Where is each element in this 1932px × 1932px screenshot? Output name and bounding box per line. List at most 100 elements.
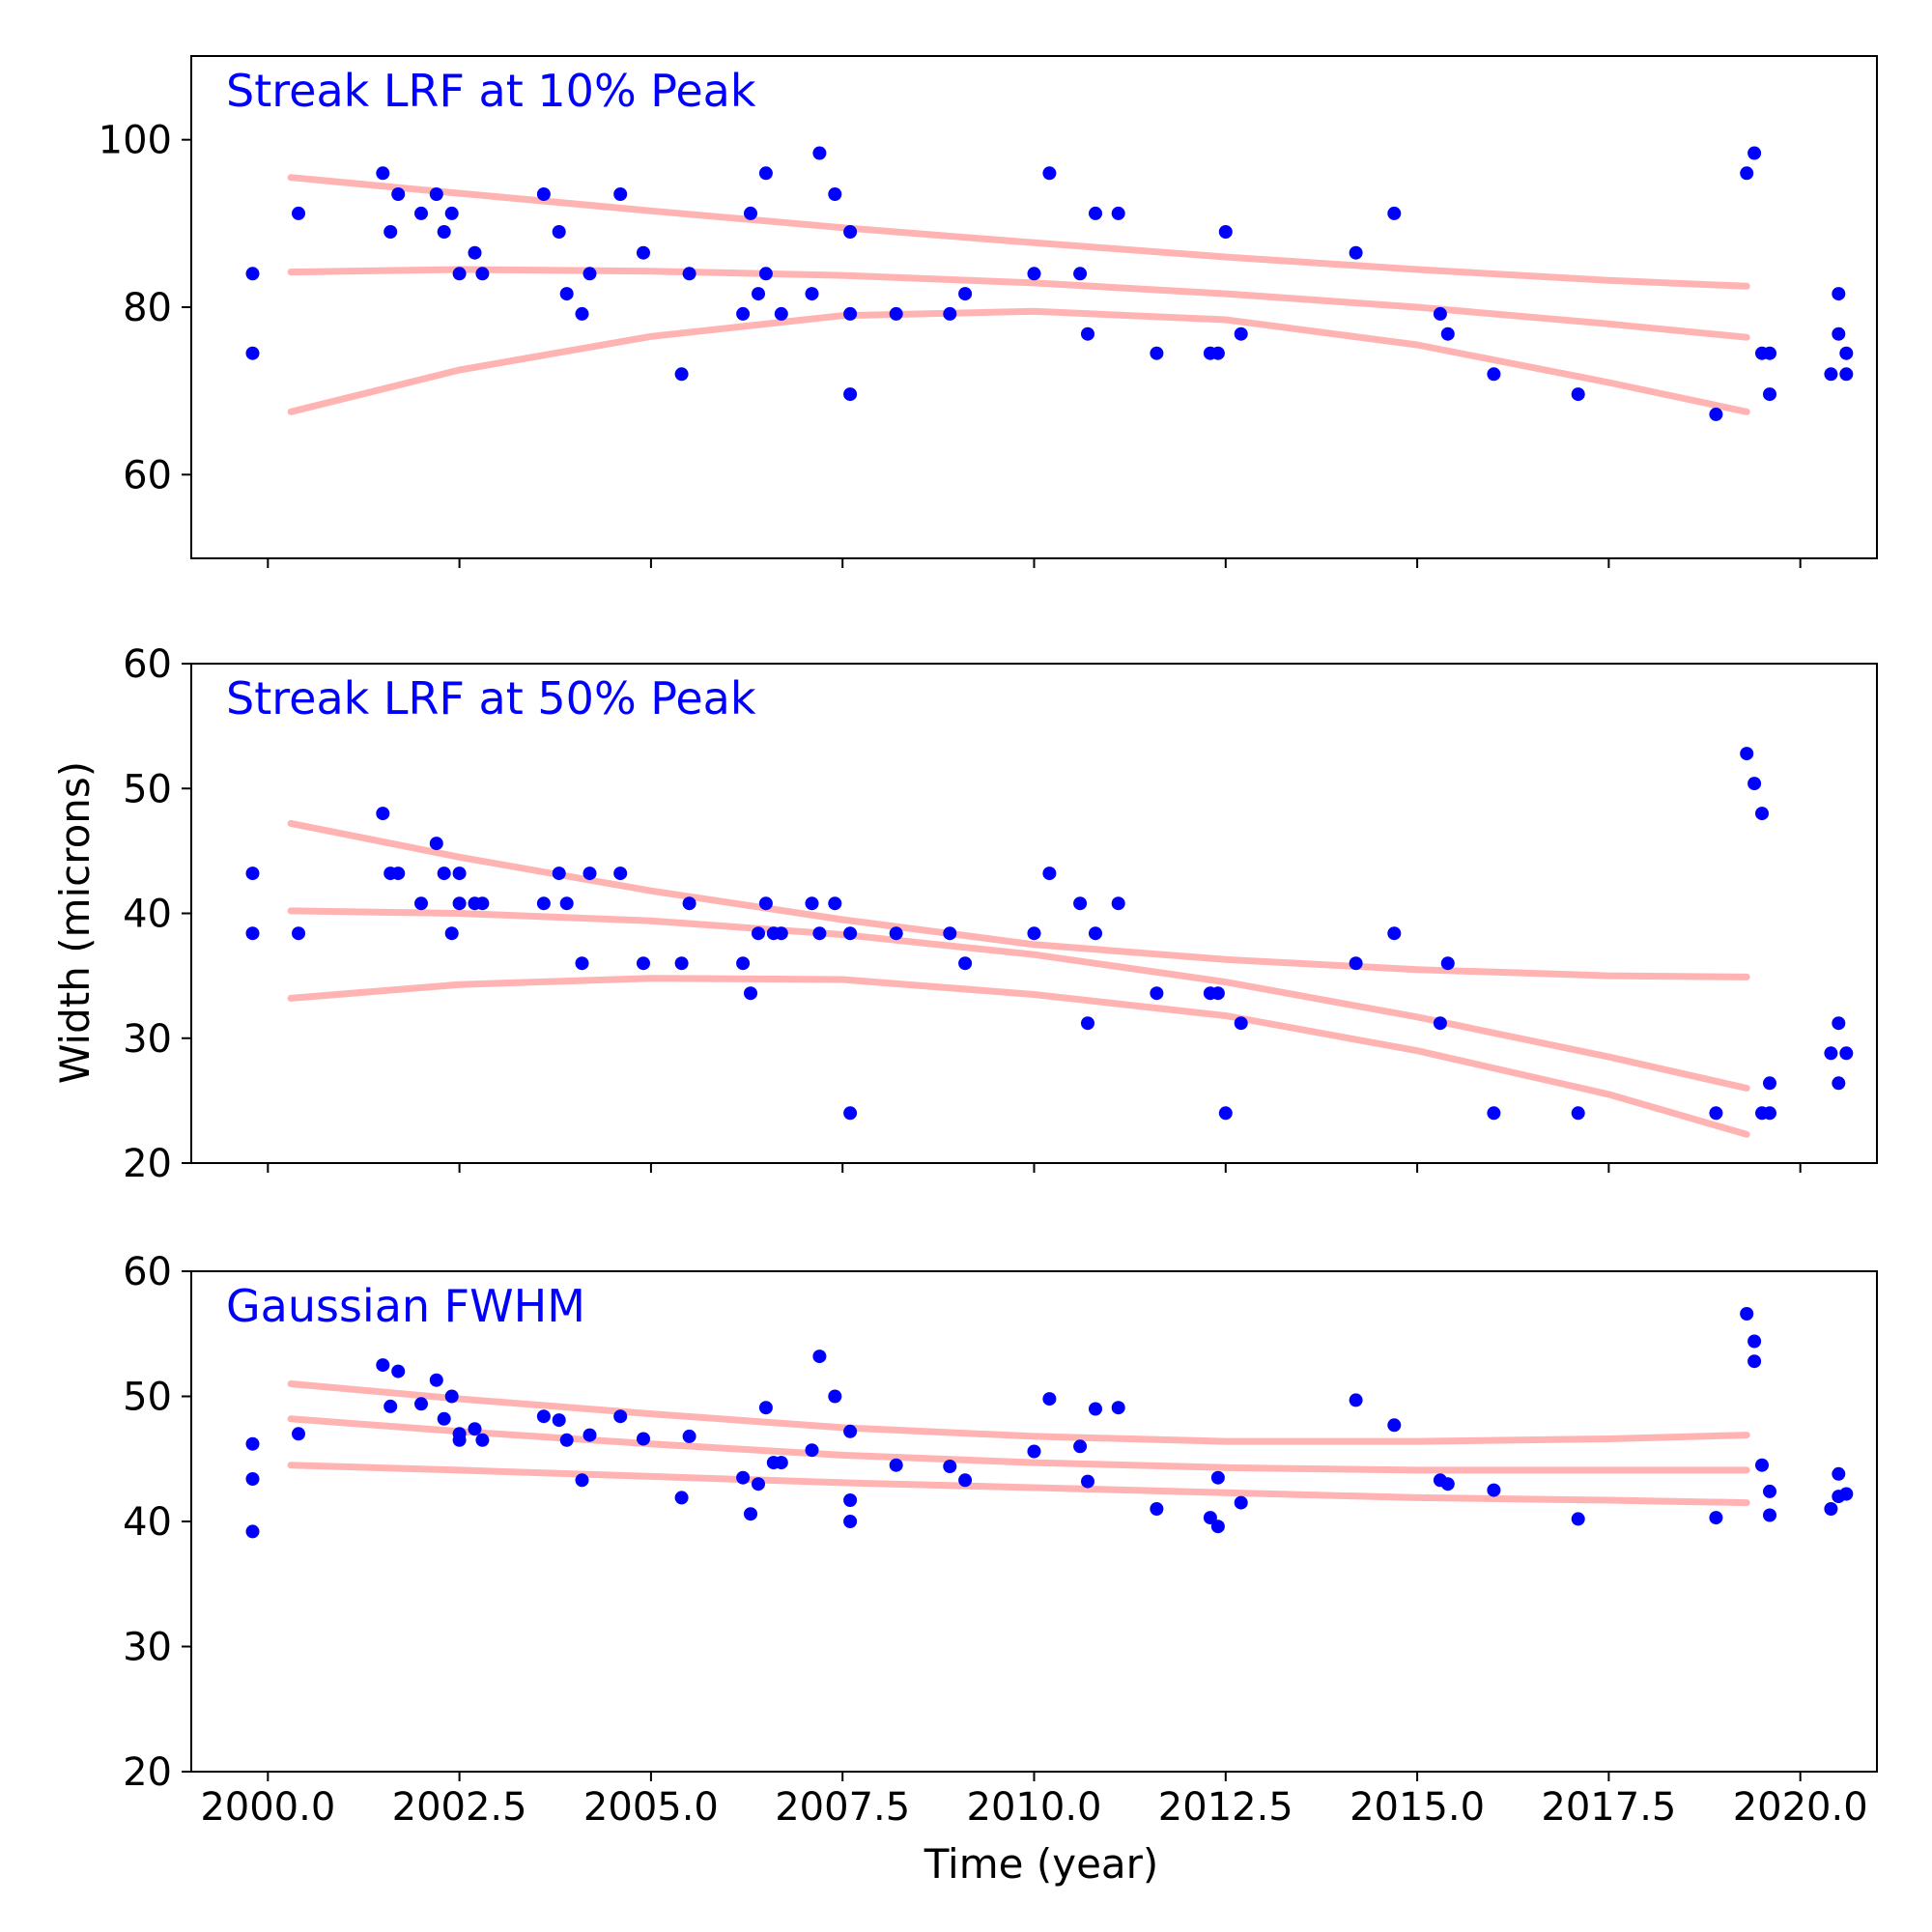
data-point bbox=[843, 225, 858, 239]
data-point bbox=[1440, 327, 1455, 341]
data-point bbox=[1832, 1016, 1846, 1031]
data-point bbox=[1150, 986, 1164, 1001]
data-point bbox=[774, 926, 788, 941]
fit-curve-3 bbox=[287, 307, 1750, 415]
panel-2: 20 30 40 50 60 Streak LRF at 50% Peak bbox=[123, 642, 1878, 1186]
data-point bbox=[1210, 346, 1225, 360]
y-tick-label: 40 bbox=[123, 1500, 172, 1545]
data-point bbox=[245, 267, 260, 281]
data-point bbox=[889, 926, 903, 941]
y-tick-label: 20 bbox=[123, 1750, 172, 1795]
data-point bbox=[943, 306, 957, 321]
data-point bbox=[812, 1350, 827, 1364]
data-point bbox=[1349, 956, 1363, 971]
data-point bbox=[1081, 327, 1094, 341]
data-point bbox=[682, 267, 696, 281]
data-point bbox=[1210, 1470, 1225, 1485]
data-point bbox=[943, 1460, 957, 1473]
data-point bbox=[1763, 1508, 1776, 1522]
data-point bbox=[552, 225, 566, 239]
data-point bbox=[637, 245, 650, 260]
data-point bbox=[958, 287, 973, 301]
data-point bbox=[1150, 346, 1164, 360]
data-point bbox=[843, 387, 858, 402]
data-point bbox=[1111, 206, 1125, 220]
data-point bbox=[758, 896, 773, 911]
data-point bbox=[1763, 1076, 1776, 1091]
x-tick-labels: 2000.0 2002.5 2005.0 2007.5 2010.0 2012.5 2015… bbox=[200, 1785, 1867, 1830]
data-point bbox=[1839, 1046, 1854, 1061]
y-tick-label: 80 bbox=[123, 286, 172, 330]
data-point bbox=[452, 267, 467, 281]
data-point bbox=[559, 1433, 574, 1447]
data-point bbox=[1111, 1401, 1125, 1415]
data-point bbox=[958, 1473, 973, 1488]
data-point bbox=[414, 1397, 428, 1411]
data-point bbox=[414, 206, 428, 220]
data-point bbox=[245, 1524, 260, 1539]
data-point bbox=[758, 166, 773, 181]
data-point bbox=[744, 986, 757, 1001]
x-tick-label: 2005.0 bbox=[583, 1785, 719, 1830]
data-point bbox=[637, 956, 650, 971]
data-point bbox=[1387, 926, 1402, 941]
data-point bbox=[1747, 146, 1762, 160]
data-point bbox=[1832, 1466, 1846, 1481]
data-point bbox=[1763, 1106, 1776, 1121]
data-point bbox=[536, 1409, 551, 1424]
data-point bbox=[429, 837, 443, 851]
data-point bbox=[1203, 1511, 1217, 1525]
data-point bbox=[1234, 327, 1248, 341]
fit-curve-2 bbox=[287, 1415, 1750, 1474]
data-point bbox=[444, 206, 459, 220]
data-point bbox=[444, 1389, 459, 1404]
x-tick-label: 2010.0 bbox=[967, 1785, 1102, 1830]
x-tick-label: 2002.5 bbox=[392, 1785, 527, 1830]
data-point bbox=[674, 367, 689, 382]
data-point bbox=[805, 1443, 819, 1458]
data-point bbox=[613, 187, 628, 201]
data-point bbox=[1571, 387, 1585, 402]
data-point bbox=[805, 287, 819, 301]
data-point bbox=[943, 926, 957, 941]
data-point bbox=[812, 926, 827, 941]
data-point bbox=[1487, 1483, 1501, 1497]
data-point bbox=[552, 1413, 566, 1428]
y-tick-label: 20 bbox=[123, 1142, 172, 1186]
data-point bbox=[452, 867, 467, 881]
data-point bbox=[1433, 1016, 1447, 1031]
data-point bbox=[613, 867, 628, 881]
data-point bbox=[1089, 926, 1102, 941]
data-point bbox=[1349, 1393, 1363, 1407]
data-point bbox=[1763, 387, 1776, 402]
data-point bbox=[391, 187, 406, 201]
data-point bbox=[752, 1477, 765, 1492]
data-point bbox=[384, 225, 398, 239]
data-point bbox=[1387, 206, 1402, 220]
data-point bbox=[1824, 1502, 1838, 1516]
data-point bbox=[582, 267, 597, 281]
data-point bbox=[1832, 1076, 1846, 1091]
data-point bbox=[1763, 346, 1776, 360]
data-point bbox=[674, 956, 689, 971]
data-point bbox=[1709, 407, 1723, 421]
data-point bbox=[1042, 1392, 1057, 1406]
data-point bbox=[391, 1364, 406, 1378]
data-point bbox=[245, 926, 260, 941]
data-point bbox=[682, 1429, 696, 1443]
y-tick-label: 100 bbox=[99, 119, 172, 163]
y-tick-label: 60 bbox=[123, 453, 172, 497]
fit-curve-3 bbox=[287, 975, 1750, 1138]
data-point bbox=[1832, 287, 1846, 301]
panel-title: Gaussian FWHM bbox=[226, 1280, 585, 1332]
data-point bbox=[1755, 807, 1769, 821]
data-point bbox=[744, 206, 757, 220]
data-point bbox=[889, 306, 903, 321]
x-tick-label: 2017.5 bbox=[1541, 1785, 1676, 1830]
y-tick-label: 50 bbox=[123, 1376, 172, 1420]
data-point bbox=[1747, 777, 1762, 791]
data-point bbox=[843, 306, 858, 321]
data-point bbox=[1571, 1512, 1585, 1526]
y-tick-label: 30 bbox=[123, 1626, 172, 1670]
data-point bbox=[1487, 367, 1501, 382]
